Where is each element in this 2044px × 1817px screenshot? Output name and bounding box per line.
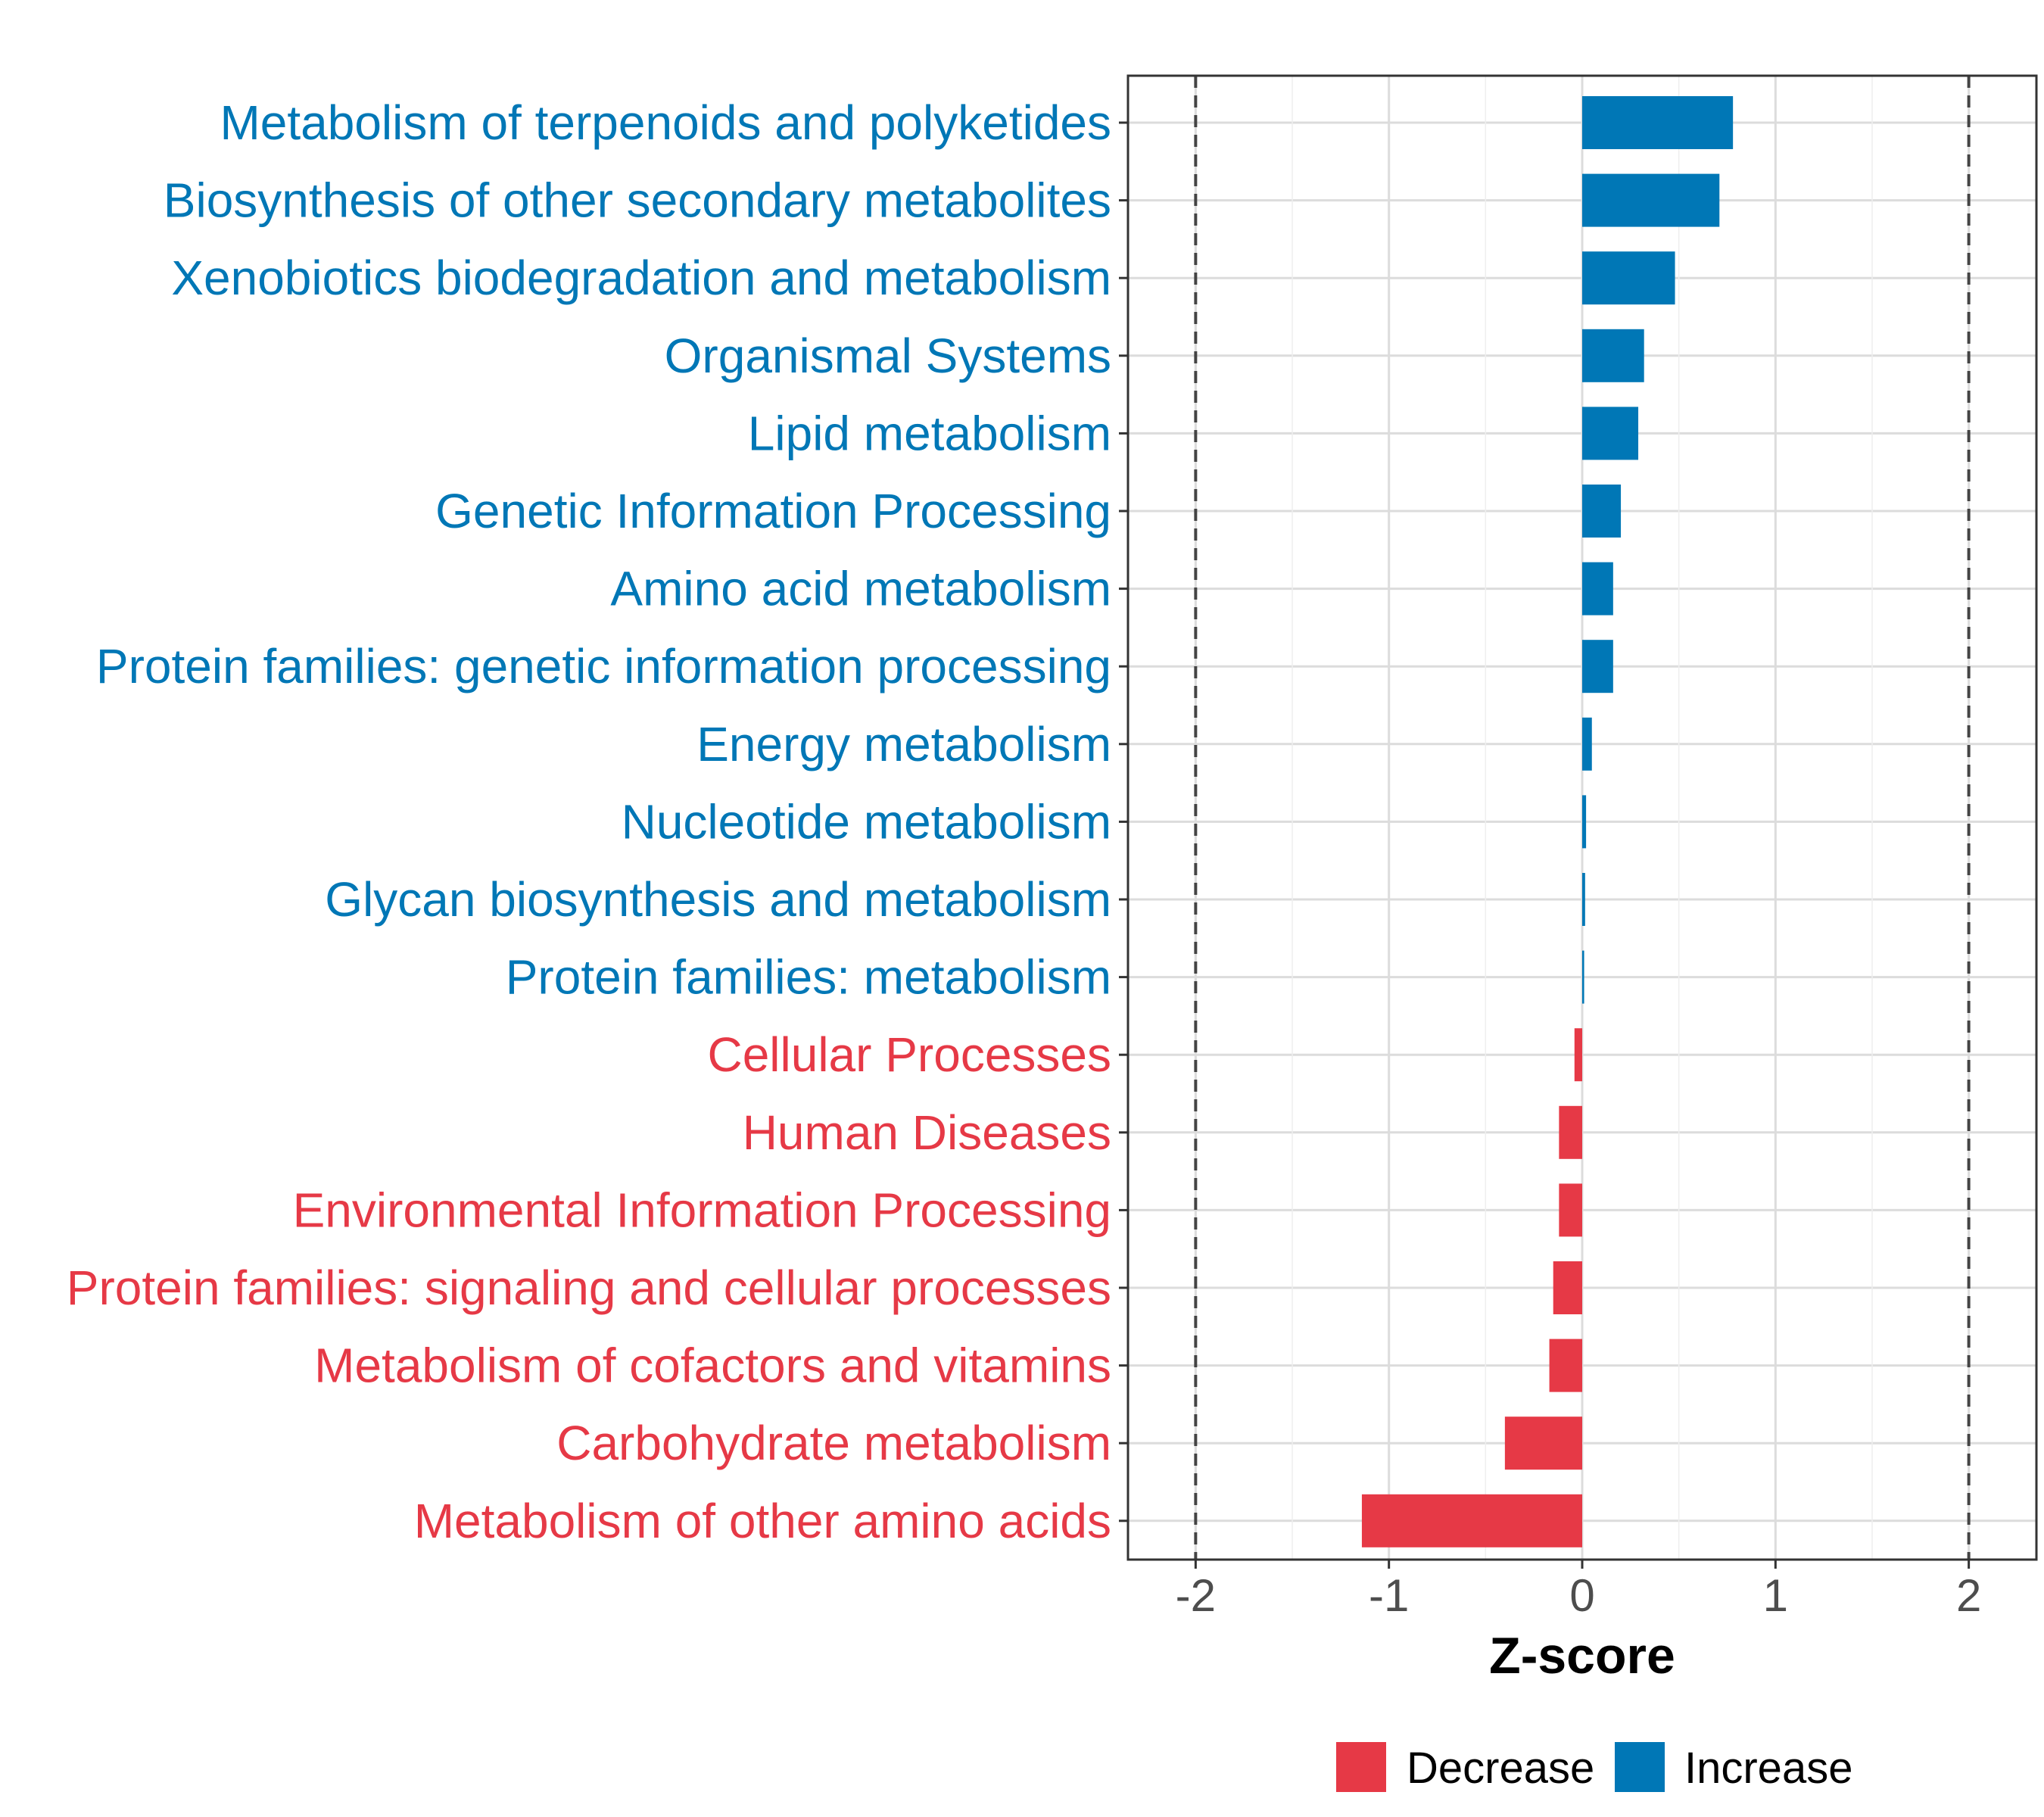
category-label: Xenobiotics biodegradation and metabolis… [171, 251, 1111, 305]
bar [1582, 173, 1720, 227]
legend-label-increase: Increase [1684, 1744, 1852, 1793]
bar [1361, 1494, 1582, 1547]
y-axis-labels: Metabolism of terpenoids and polyketides… [67, 95, 1111, 1548]
x-tick-label: -2 [1176, 1570, 1216, 1621]
bar [1559, 1105, 1582, 1159]
bar [1549, 1339, 1582, 1392]
bar [1582, 562, 1613, 616]
category-label: Metabolism of other amino acids [414, 1494, 1111, 1548]
category-label: Lipid metabolism [748, 406, 1111, 460]
category-label: Amino acid metabolism [610, 562, 1111, 616]
legend-swatch-increase [1615, 1742, 1665, 1792]
category-label: Metabolism of cofactors and vitamins [314, 1339, 1111, 1393]
bars [1361, 96, 1734, 1547]
x-tick-label: 0 [1569, 1570, 1594, 1621]
category-label: Nucleotide metabolism [622, 794, 1111, 849]
x-axis-tick-labels: -2 -1 0 1 2 [1176, 1570, 1982, 1621]
reference-lines [1194, 76, 1971, 1560]
category-label: Genetic Information Processing [435, 484, 1111, 538]
legend-swatch-decrease [1336, 1742, 1386, 1792]
bar [1582, 795, 1587, 849]
category-label: Protein families: metabolism [506, 950, 1111, 1005]
bar [1582, 717, 1592, 771]
x-axis-ticks [1194, 1560, 1971, 1569]
bar [1582, 251, 1675, 305]
bar [1582, 873, 1585, 926]
category-label: Carbohydrate metabolism [556, 1416, 1111, 1470]
legend: Decrease Increase [1336, 1742, 1852, 1793]
category-label: Human Diseases [743, 1105, 1111, 1160]
bar [1582, 950, 1584, 1004]
category-label: Organismal Systems [665, 329, 1111, 383]
bar [1553, 1261, 1582, 1314]
category-label: Environmental Information Processing [293, 1183, 1111, 1237]
x-axis-title: Z-score [1489, 1627, 1675, 1685]
category-label: Metabolism of terpenoids and polyketides [220, 95, 1111, 150]
category-label: Biosynthesis of other secondary metaboli… [164, 173, 1111, 228]
x-tick-label: 1 [1763, 1570, 1788, 1621]
bar [1574, 1028, 1582, 1082]
x-tick-label: -1 [1369, 1570, 1409, 1621]
bar [1582, 96, 1734, 149]
bar [1582, 640, 1613, 693]
legend-label-decrease: Decrease [1407, 1744, 1594, 1793]
category-label: Energy metabolism [696, 717, 1111, 771]
category-label: Protein families: genetic information pr… [96, 639, 1111, 693]
bar [1504, 1417, 1582, 1470]
category-label: Protein families: signaling and cellular… [67, 1261, 1111, 1315]
bar [1559, 1183, 1582, 1237]
category-label: Glycan biosynthesis and metabolism [325, 872, 1111, 927]
x-tick-label: 2 [1956, 1570, 1981, 1621]
bar [1582, 329, 1644, 382]
bar [1582, 485, 1622, 538]
bar [1582, 407, 1639, 460]
category-label: Cellular Processes [707, 1027, 1111, 1082]
y-axis-ticks [1119, 121, 1128, 1522]
